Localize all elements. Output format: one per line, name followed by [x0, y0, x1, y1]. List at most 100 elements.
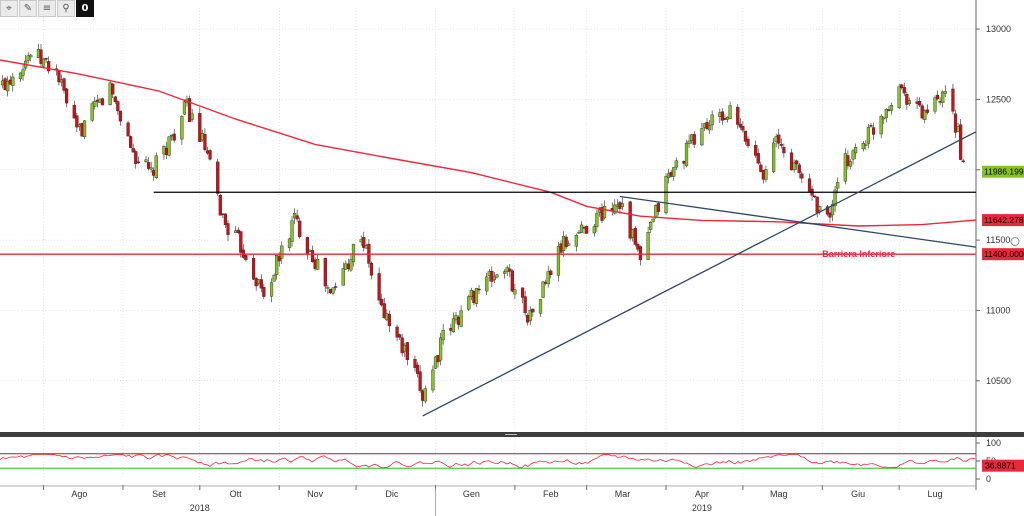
candle-down: [961, 160, 965, 162]
candle-up: [674, 160, 678, 168]
crosshair-icon[interactable]: ⌖: [0, 0, 18, 17]
value-label: 11400.0000: [984, 249, 1024, 259]
candle-down: [44, 58, 48, 60]
candle-up: [18, 72, 23, 80]
osc-tick-label: 0: [986, 474, 991, 484]
candle-up: [341, 268, 345, 286]
x-tick-label: Mag: [770, 489, 788, 499]
candle-down: [633, 227, 637, 245]
candle-up: [866, 127, 871, 144]
candle-up: [556, 246, 561, 276]
pencil-icon[interactable]: ✎: [19, 0, 37, 17]
candle-down: [198, 113, 202, 142]
value-label: 11642.2783: [984, 215, 1024, 225]
candle-up: [433, 356, 438, 369]
candle-down: [113, 96, 117, 103]
candle-up: [316, 259, 320, 270]
osc-tick-label: 100: [986, 438, 1001, 448]
candle-down: [395, 326, 399, 338]
candle-up: [613, 204, 617, 214]
candle-up: [26, 55, 30, 61]
year-label: 2018: [190, 503, 210, 513]
candle-down: [736, 106, 740, 125]
candle-down: [244, 255, 248, 260]
candle-down: [252, 258, 256, 280]
candle-up: [941, 91, 945, 103]
candle-down: [262, 287, 266, 297]
candle-up: [592, 226, 596, 234]
y-tick-label: 12500: [986, 94, 1011, 104]
zoom-icon[interactable]: ⚲: [57, 0, 75, 17]
candle-up: [684, 142, 689, 167]
x-tick-label: Mar: [615, 489, 631, 499]
candle-up: [331, 287, 335, 294]
candle-down: [398, 334, 402, 338]
candle-down: [782, 147, 786, 154]
candle-down: [413, 359, 417, 368]
candle-down: [871, 127, 876, 135]
candle-down: [111, 83, 115, 95]
candle-down: [380, 298, 384, 306]
candle-up: [792, 162, 796, 171]
candle-down: [951, 88, 955, 112]
uptrend-trendline: [422, 131, 977, 417]
candle-up: [672, 167, 676, 177]
candle-up: [707, 125, 712, 131]
candle-up: [351, 243, 356, 263]
candle-down: [902, 87, 906, 94]
candle-down: [828, 212, 832, 218]
candle-up: [495, 274, 499, 278]
candle-down: [789, 152, 794, 171]
candle-up: [882, 117, 886, 120]
candle-up: [474, 288, 479, 304]
candle-down: [75, 115, 79, 128]
candle-down: [387, 314, 391, 327]
candle-up: [848, 161, 853, 167]
candle-down: [523, 296, 527, 313]
candle-down: [118, 110, 122, 122]
candle-down: [510, 270, 514, 292]
candle-up: [290, 220, 294, 242]
candle-down: [187, 98, 192, 122]
x-tick-label: Lug: [927, 489, 942, 499]
x-tick-label: Dic: [385, 489, 398, 499]
candle-down: [223, 213, 228, 226]
candle-down: [756, 153, 760, 164]
x-tick-label: Feb: [543, 489, 559, 499]
axis-knob[interactable]: [1010, 237, 1020, 247]
candle-up: [646, 231, 650, 260]
candle-down: [800, 173, 804, 179]
candle-down: [531, 308, 535, 313]
candle-up: [272, 274, 276, 282]
candle-down: [813, 195, 817, 198]
candle-up: [854, 147, 858, 154]
candle-up: [541, 281, 545, 298]
candle-up: [11, 76, 15, 86]
candle-down: [116, 101, 120, 112]
candle-up: [29, 54, 33, 58]
candle-down: [959, 124, 963, 160]
x-tick-label: Ott: [230, 489, 243, 499]
candle-down: [39, 49, 43, 64]
candle-down: [295, 215, 299, 220]
candle-down: [815, 196, 819, 213]
candle-down: [369, 263, 374, 276]
pane-divider-grip[interactable]: [505, 434, 517, 435]
candle-up: [574, 234, 578, 247]
candle-up: [349, 259, 353, 271]
candle-up: [728, 105, 732, 119]
candle-down: [638, 246, 643, 261]
candle-down: [203, 133, 207, 151]
candle-up: [700, 128, 704, 146]
candle-up: [441, 329, 445, 341]
badge-counter[interactable]: 0: [76, 0, 94, 17]
candle-down: [935, 94, 940, 100]
candle-down: [905, 94, 909, 105]
menu-lines-icon[interactable]: ≡: [38, 0, 56, 17]
candle-down: [57, 71, 61, 83]
x-tick-label: Apr: [695, 489, 709, 499]
candle-down: [136, 161, 140, 164]
chart-toolbar: ⌖ ✎ ≡ ⚲ 0: [0, 0, 94, 19]
candle-down: [218, 195, 222, 216]
candle-down: [131, 148, 135, 153]
